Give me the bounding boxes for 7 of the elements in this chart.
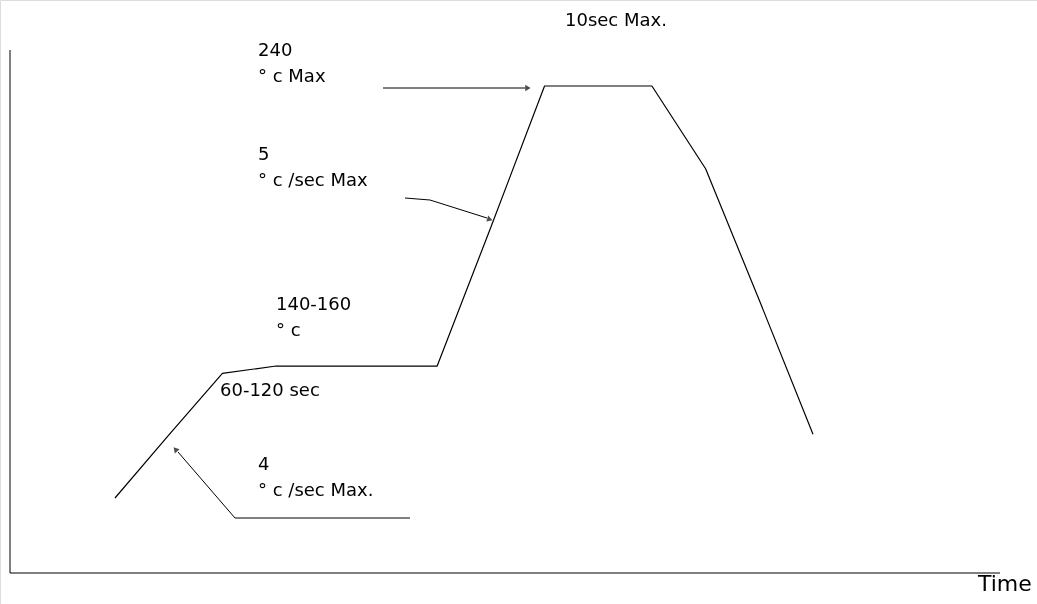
annotation: 5 ° c /sec Max [258,143,369,190]
text: Time [977,571,1032,596]
annotation: 60-120 sec [220,379,320,400]
annotation: 140-160 ° c [276,293,352,340]
text: 10sec Max. [565,9,667,30]
annotation: 240 ° c Max [258,39,326,86]
annotation: 4 ° c /sec Max. [258,453,374,500]
